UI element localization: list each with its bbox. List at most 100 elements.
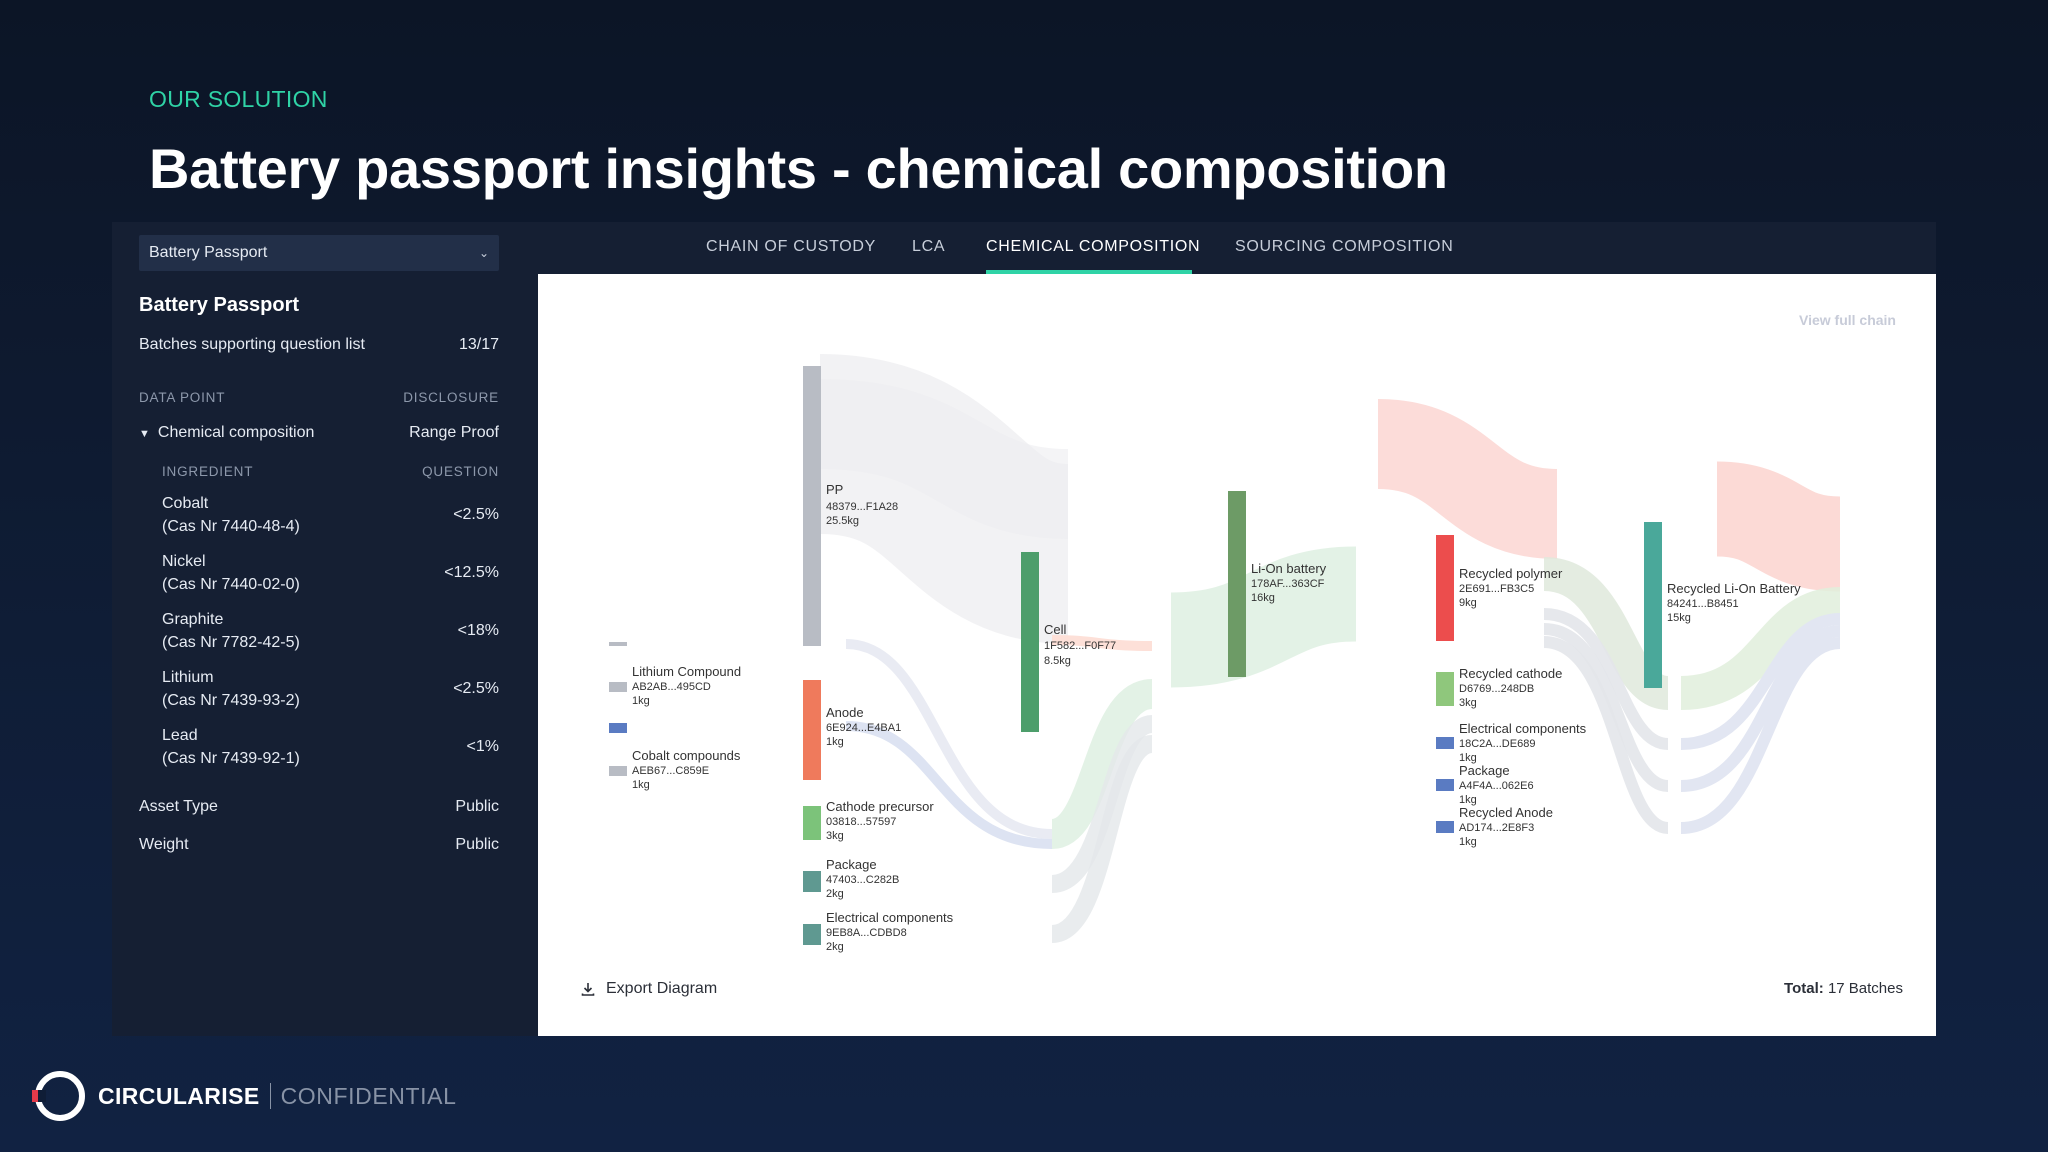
sankey-link	[1715, 461, 1842, 592]
sankey-node-package[interactable]	[803, 871, 821, 892]
ingredient-value: <2.5%	[453, 506, 499, 523]
tab-chemical-composition[interactable]: CHEMICAL COMPOSITION	[986, 238, 1201, 255]
sankey-links	[816, 354, 1842, 943]
tab-bar: CHAIN OF CUSTODY LCA CHEMICAL COMPOSITIO…	[538, 222, 1936, 274]
node-label-id: 47403...C282B	[826, 874, 899, 886]
node-label-id: A4F4A...062E6	[1459, 780, 1534, 792]
sankey-node-marker	[609, 723, 627, 733]
sankey-node-cathode-precursor[interactable]	[803, 806, 821, 840]
sankey-node-cell[interactable]	[1021, 552, 1039, 732]
ingredient-value: <12.5%	[444, 564, 499, 581]
sankey-node-marker	[609, 642, 627, 646]
node-label-weight: 9kg	[1459, 597, 1477, 609]
brand-name: CIRCULARISE	[98, 1082, 260, 1109]
node-label-name: Cathode precursor	[826, 799, 934, 814]
sankey-link	[1050, 715, 1154, 893]
footer-logo: CIRCULARISE CONFIDENTIAL	[32, 1068, 456, 1124]
sankey-link	[1376, 399, 1560, 559]
node-label-id: AD174...2E8F3	[1459, 822, 1534, 834]
sankey-node-li-on-battery[interactable]	[1228, 491, 1246, 677]
passport-dropdown[interactable]: Battery Passport ⌄	[139, 235, 499, 271]
node-label-id: 1F582...F0F77	[1044, 640, 1116, 652]
node-label-id: 178AF...363CF	[1251, 578, 1325, 590]
sankey-node-electrical-components-2[interactable]	[1436, 737, 1454, 749]
node-label-id: 2E691...FB3C5	[1459, 583, 1534, 595]
sankey-link	[1543, 608, 1669, 750]
confidential-label: CONFIDENTIAL	[280, 1082, 457, 1109]
sankey-node-electrical-components[interactable]	[803, 924, 821, 945]
datapoint-header: DATA POINT DISCLOSURE	[139, 390, 499, 405]
sankey-link	[1680, 587, 1842, 710]
ingredient-row: Nickel (Cas Nr 7440-02-0) <12.5%	[162, 550, 499, 596]
ingredient-cas: (Cas Nr 7440-02-0)	[162, 576, 300, 593]
node-label-weight: 8.5kg	[1044, 655, 1071, 667]
node-label-id: 9EB8A...CDBD8	[826, 927, 907, 939]
sankey-node-recycled-polymer[interactable]	[1436, 535, 1454, 641]
group-label: Chemical composition	[157, 424, 315, 441]
tab-sourcing-composition[interactable]: SOURCING COMPOSITION	[1235, 238, 1454, 255]
batches-row: Batches supporting question list 13/17	[139, 336, 499, 354]
col-disclosure: DISCLOSURE	[403, 390, 499, 405]
node-label-name: Recycled cathode	[1459, 666, 1562, 681]
batches-label: Batches supporting question list	[139, 336, 365, 353]
export-diagram-button[interactable]: Export Diagram	[580, 980, 717, 998]
total-label: Total:	[1784, 980, 1824, 997]
ingredient-name: Nickel	[162, 553, 206, 570]
circularise-logo-icon	[32, 1071, 85, 1121]
dropdown-value: Battery Passport	[149, 244, 268, 261]
view-full-chain-link[interactable]: View full chain	[1799, 312, 1896, 328]
export-diagram-label: Export Diagram	[606, 980, 718, 997]
sankey-node-recycled-anode[interactable]	[1436, 821, 1454, 833]
weight-label: Weight	[139, 836, 189, 853]
batches-value: 13/17	[458, 336, 499, 353]
node-label-name: PP	[826, 482, 843, 497]
diagram-panel: View full chain	[538, 274, 1936, 1036]
sankey-node-anode[interactable]	[803, 680, 821, 780]
sankey-link	[1051, 635, 1153, 651]
node-label-name: Electrical components	[1459, 721, 1587, 736]
sankey-link	[845, 639, 1053, 839]
tab-lca[interactable]: LCA	[912, 238, 946, 255]
caret-down-icon[interactable]: ▼	[139, 428, 150, 440]
sankey-link	[1543, 636, 1670, 834]
ingredient-row: Lead (Cas Nr 7439-92-1) <1%	[162, 724, 499, 770]
node-label-weight: 1kg	[632, 695, 650, 707]
node-label-weight: 1kg	[1459, 752, 1477, 764]
ingredient-row: Lithium (Cas Nr 7439-93-2) <2.5%	[162, 666, 499, 712]
ingredient-value: <1%	[466, 738, 499, 755]
node-label-weight: 1kg	[1459, 836, 1477, 848]
sankey-node-recycled-li-on-battery[interactable]	[1644, 522, 1662, 688]
ingredient-name: Cobalt	[162, 495, 209, 512]
ingredient-value: <2.5%	[453, 680, 499, 697]
tab-chain-of-custody[interactable]: CHAIN OF CUSTODY	[706, 238, 877, 255]
ingredient-cas: (Cas Nr 7439-92-1)	[162, 750, 300, 767]
slide-title: Battery passport insights - chemical com…	[149, 137, 1448, 200]
node-label-id: D6769...248DB	[1459, 683, 1534, 695]
sidebar: Battery Passport ⌄ Battery Passport Batc…	[112, 222, 538, 1036]
sankey-node-lithium-compound[interactable]	[609, 682, 627, 692]
node-label-id: AB2AB...495CD	[632, 681, 711, 693]
node-label-name: Lithium Compound	[632, 664, 741, 679]
col-question: QUESTION	[422, 464, 499, 479]
sankey-node-recycled-cathode[interactable]	[1436, 672, 1454, 706]
sankey-node-pp[interactable]	[803, 366, 821, 646]
asset-type-value: Public	[455, 798, 499, 815]
slide-eyebrow: OUR SOLUTION	[149, 86, 328, 112]
node-label-name: Cobalt compounds	[632, 748, 741, 763]
node-label-name: Li-On battery	[1251, 561, 1327, 576]
node-label-name: Electrical components	[826, 910, 954, 925]
asset-type-row: Asset Type Public	[139, 798, 499, 816]
node-label-weight: 3kg	[1459, 697, 1477, 709]
ingredient-name: Graphite	[162, 611, 224, 628]
sankey-node-package-2[interactable]	[1436, 779, 1454, 791]
weight-row: Weight Public	[139, 836, 499, 854]
chemical-composition-row[interactable]: ▼ Chemical composition Range Proof	[139, 424, 499, 442]
node-label-name: Package	[826, 857, 877, 872]
weight-value: Public	[455, 836, 499, 853]
sankey-link	[819, 379, 1070, 539]
sankey-link	[1680, 637, 1841, 834]
sankey-diagram: Lithium Compound AB2AB...495CD 1kg Cobal…	[609, 354, 1842, 953]
ingredient-cas: (Cas Nr 7440-48-4)	[162, 518, 300, 535]
node-label-weight: 1kg	[826, 736, 844, 748]
sankey-node-cobalt-compounds[interactable]	[609, 766, 627, 776]
